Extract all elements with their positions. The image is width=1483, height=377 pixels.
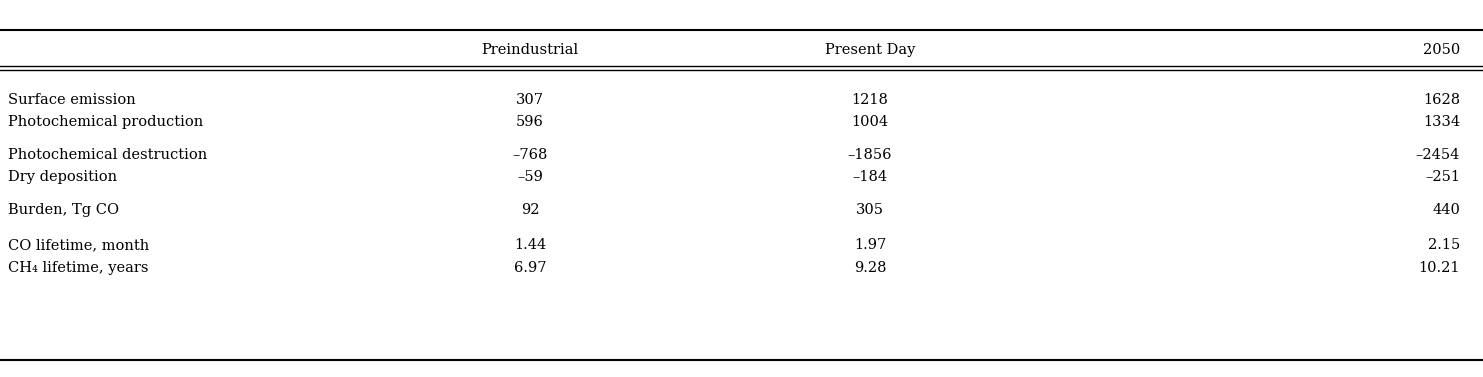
Text: 1.44: 1.44 [515, 238, 546, 252]
Text: CO lifetime, month: CO lifetime, month [7, 238, 150, 252]
Text: 92: 92 [521, 203, 540, 217]
Text: 2.15: 2.15 [1428, 238, 1459, 252]
Text: –1856: –1856 [848, 148, 893, 162]
Text: –59: –59 [518, 170, 543, 184]
Text: 1218: 1218 [851, 93, 888, 107]
Text: –768: –768 [512, 148, 547, 162]
Text: 596: 596 [516, 115, 544, 129]
Text: –184: –184 [853, 170, 887, 184]
Text: –251: –251 [1425, 170, 1459, 184]
Text: 1334: 1334 [1422, 115, 1459, 129]
Text: 6.97: 6.97 [513, 261, 546, 275]
Text: 1.97: 1.97 [854, 238, 887, 252]
Text: Present Day: Present Day [825, 43, 915, 57]
Text: 305: 305 [856, 203, 884, 217]
Text: Surface emission: Surface emission [7, 93, 136, 107]
Text: CH₄ lifetime, years: CH₄ lifetime, years [7, 261, 148, 275]
Text: Photochemical production: Photochemical production [7, 115, 203, 129]
Text: Burden, Tg CO: Burden, Tg CO [7, 203, 119, 217]
Text: Photochemical destruction: Photochemical destruction [7, 148, 208, 162]
Text: Dry deposition: Dry deposition [7, 170, 117, 184]
Text: 1004: 1004 [851, 115, 888, 129]
Text: 440: 440 [1433, 203, 1459, 217]
Text: 1628: 1628 [1422, 93, 1459, 107]
Text: 307: 307 [516, 93, 544, 107]
Text: 10.21: 10.21 [1419, 261, 1459, 275]
Text: Preindustrial: Preindustrial [482, 43, 578, 57]
Text: 9.28: 9.28 [854, 261, 887, 275]
Text: 2050: 2050 [1422, 43, 1459, 57]
Text: –2454: –2454 [1416, 148, 1459, 162]
